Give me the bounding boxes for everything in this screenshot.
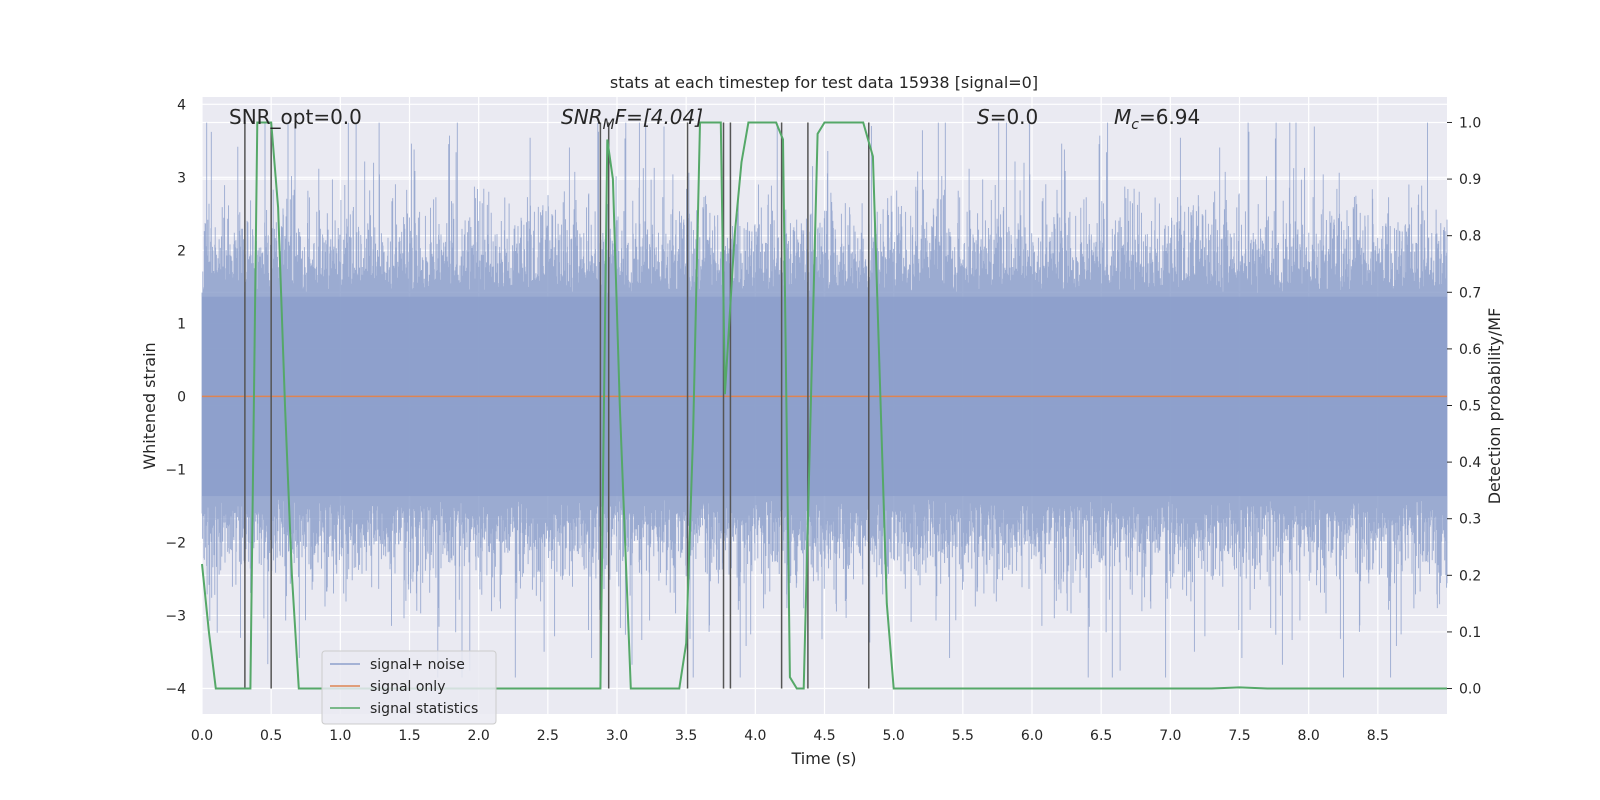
y-tick-label: 1	[177, 316, 186, 332]
y2-tick-label: 0.4	[1459, 455, 1481, 471]
x-tick-label: 4.5	[813, 728, 835, 744]
y-tick-label: 2	[177, 243, 186, 259]
y2-tick-label: 0.5	[1459, 399, 1481, 415]
annotation-snr-mf-main: SNR	[561, 105, 603, 129]
y2-tick-label: 0.8	[1459, 229, 1481, 245]
y2-tick-labels: 1.0 0.9 0.8 0.7 0.6 0.5 0.4 0.3 0.2 0.1 0.0	[1447, 115, 1481, 698]
x-tick-label: 5.0	[883, 728, 905, 744]
annotation-mc: Mc=6.94	[1114, 105, 1200, 133]
y-tick-label: −3	[165, 608, 186, 624]
y2-tick-label: 0.9	[1459, 172, 1481, 188]
legend-label-statistics: signal statistics	[370, 701, 478, 717]
signal-statistics-line	[201, 121, 1447, 690]
y-tick-label: 4	[177, 97, 186, 113]
x-tick-label: 4.0	[744, 728, 766, 744]
x-tick-label: 1.5	[398, 728, 420, 744]
annotation-mc-var: M	[1114, 105, 1131, 129]
annotation-mc-sub: c	[1131, 117, 1139, 133]
legend-label-noise: signal+ noise	[370, 657, 465, 673]
y-tick-label: −4	[165, 681, 186, 697]
x-tick-label: 1.0	[329, 728, 351, 744]
y2-tick-label: 0.1	[1459, 625, 1481, 641]
y2-tick-label: 1.0	[1459, 115, 1481, 131]
y2-tick-label: 0.6	[1459, 342, 1481, 358]
vlines-layer	[244, 122, 870, 689]
annotation-s-var: S	[977, 105, 990, 129]
legend: signal+ noise signal only signal statist…	[321, 650, 497, 725]
y-tick-label: −1	[165, 462, 186, 478]
y2-tick-label: 0.2	[1459, 568, 1481, 584]
annotation-snr-mf-sub: M	[603, 117, 615, 133]
x-tick-label: 2.5	[537, 728, 559, 744]
x-tick-label: 6.0	[1021, 728, 1043, 744]
stats-layer	[201, 121, 1447, 690]
y-tick-label: 3	[177, 170, 186, 186]
x-tick-label: 0.0	[191, 728, 213, 744]
annotation-snr-mf: SNRMF=[4.04]	[561, 105, 703, 133]
x-tick-label: 6.5	[1090, 728, 1112, 744]
legend-label-signal-only: signal only	[370, 679, 445, 695]
x-axis-label: Time (s)	[790, 749, 856, 768]
y2-tick-label: 0.3	[1459, 512, 1481, 528]
x-tick-label: 7.5	[1228, 728, 1250, 744]
legend-box	[321, 650, 497, 725]
y-tick-label: −2	[165, 535, 186, 551]
x-tick-label: 3.0	[606, 728, 628, 744]
x-tick-label: 5.5	[952, 728, 974, 744]
x-tick-label: 8.0	[1298, 728, 1320, 744]
chart-title: stats at each timestep for test data 159…	[610, 73, 1038, 92]
x-tick-label: 8.5	[1367, 728, 1389, 744]
x-tick-labels: 0.0 0.5 1.0 1.5 2.0 2.5 3.0 3.5 4.0 4.5 5.0 5.5 6.0 6…	[191, 728, 1389, 744]
y-tick-label: 0	[177, 389, 186, 405]
x-tick-label: 3.5	[675, 728, 697, 744]
annotation-snr-opt: SNR_opt=0.0	[229, 105, 362, 129]
annotation-s: S=0.0	[977, 105, 1038, 129]
annotation-snr-mf-rest: F=[4.04]	[615, 105, 703, 129]
y-tick-labels: 4 3 2 1 0 −1 −2 −3 −4	[165, 97, 186, 697]
annotation-s-rest: =0.0	[990, 105, 1039, 129]
x-tick-label: 0.5	[260, 728, 282, 744]
annotation-mc-rest: =6.94	[1139, 105, 1200, 129]
y-axis-label: Whitened strain	[140, 342, 159, 469]
y2-axis-label: Detection probability/MF	[1485, 308, 1504, 505]
y2-tick-label: 0.0	[1459, 682, 1481, 698]
x-tick-label: 7.0	[1159, 728, 1181, 744]
y2-tick-label: 0.7	[1459, 285, 1481, 301]
x-tick-label: 2.0	[468, 728, 490, 744]
